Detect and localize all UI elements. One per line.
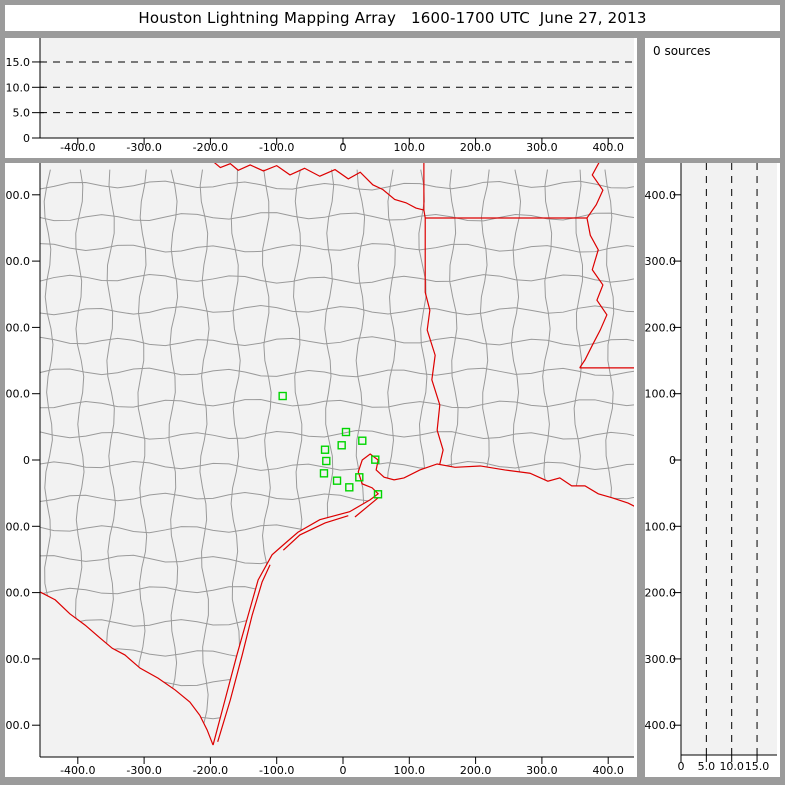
svg-text:-200.0: -200.0 [193,141,228,154]
lma-station-marker [373,490,383,499]
svg-text:0: 0 [669,454,676,467]
plan-view-map: 400.0 300.0 200.0 100.0 0 -100.0 -200.0 -300.0 -… [5,163,634,777]
svg-text:-300.0: -300.0 [126,764,161,777]
altitude-ns-plot: 400.0 300.0 200.0 100.0 0 -100.0 -200.0 -300.0 -… [645,163,777,773]
lma-station-marker [322,456,331,466]
svg-text:-100.0: -100.0 [259,764,294,777]
svg-text:-400.0: -400.0 [645,719,676,732]
svg-text:0: 0 [340,764,347,777]
svg-text:-300.0: -300.0 [126,141,161,154]
altitude-ns-panel: 400.0 300.0 200.0 100.0 0 -100.0 -200.0 -300.0 -… [645,163,780,777]
svg-text:-200.0: -200.0 [193,764,228,777]
svg-text:100.0: 100.0 [5,388,30,401]
svg-text:-200.0: -200.0 [645,587,676,600]
svg-text:200.0: 200.0 [460,141,492,154]
svg-text:300.0: 300.0 [526,141,558,154]
svg-text:-400.0: -400.0 [60,141,95,154]
title-bar: Houston Lightning Mapping Array 1600-170… [5,5,780,31]
svg-text:10.0: 10.0 [719,760,744,773]
svg-text:-300.0: -300.0 [5,653,30,666]
lma-station-marker [278,391,287,401]
plan-view-map-panel: 400.0 300.0 200.0 100.0 0 -100.0 -200.0 -300.0 -… [5,163,637,777]
svg-text:0: 0 [678,760,685,773]
altitude-ew-panel: 0 5.0 10.0 15.0 -400.0 -300.0 -200.0 -100.0 0 100… [5,38,637,158]
svg-text:5.0: 5.0 [13,107,31,120]
svg-text:400.0: 400.0 [5,189,30,202]
svg-text:0: 0 [340,141,347,154]
svg-text:400.0: 400.0 [592,764,624,777]
svg-text:-400.0: -400.0 [60,764,95,777]
svg-text:100.0: 100.0 [394,141,426,154]
svg-text:100.0: 100.0 [645,388,676,401]
svg-text:200.0: 200.0 [5,321,30,334]
svg-text:0: 0 [23,454,30,467]
altitude-ew-plot: 0 5.0 10.0 15.0 -400.0 -300.0 -200.0 -100.0 0 100… [6,38,634,154]
svg-text:-200.0: -200.0 [5,587,30,600]
svg-text:-100.0: -100.0 [645,520,676,533]
lma-station-marker [355,473,364,482]
lma-station-marker [345,483,354,492]
svg-text:-100.0: -100.0 [259,141,294,154]
svg-text:-400.0: -400.0 [5,719,30,732]
svg-text:300.0: 300.0 [645,255,676,268]
svg-text:15.0: 15.0 [6,56,31,69]
svg-text:-300.0: -300.0 [645,653,676,666]
lma-station-marker [337,441,346,450]
svg-text:0: 0 [23,132,30,145]
svg-text:-100.0: -100.0 [5,520,30,533]
figure-title: Houston Lightning Mapping Array 1600-170… [138,9,647,27]
lma-station-marker [341,427,351,437]
svg-text:10.0: 10.0 [6,81,31,94]
svg-text:5.0: 5.0 [698,760,716,773]
source-count-box: 0 sources [645,38,780,158]
svg-text:400.0: 400.0 [645,189,676,202]
lma-station-marker [332,476,342,485]
lma-station-marker [319,469,329,478]
svg-text:300.0: 300.0 [5,255,30,268]
svg-text:200.0: 200.0 [460,764,492,777]
svg-text:400.0: 400.0 [592,141,624,154]
svg-text:200.0: 200.0 [645,321,676,334]
source-count-label: 0 sources [653,44,711,58]
lma-station-marker [371,455,380,464]
svg-text:15.0: 15.0 [745,760,770,773]
lma-station-marker [358,436,367,445]
svg-text:300.0: 300.0 [526,764,558,777]
svg-text:100.0: 100.0 [394,764,426,777]
lma-station-marker [320,445,330,454]
